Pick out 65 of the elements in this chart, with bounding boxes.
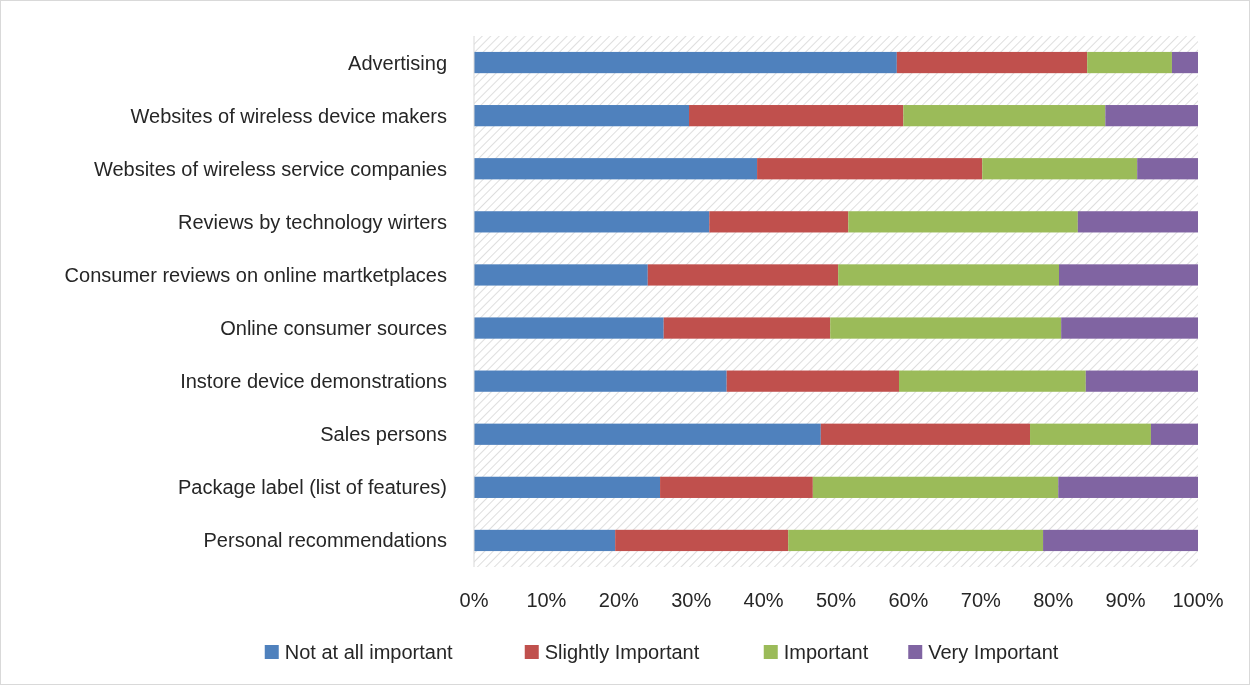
bar [820,423,1031,445]
x-tick-label: 80% [1033,589,1074,611]
bar [830,317,1062,339]
bar [1043,529,1198,552]
bar [1137,158,1198,180]
y-tick-label: Consumer reviews on online martketplaces [64,263,447,286]
bar [982,158,1138,180]
bar [474,529,616,552]
bar [788,529,1044,552]
x-tick-label: 30% [671,589,712,611]
bar [1030,423,1151,445]
bar [812,476,1059,498]
bar [660,476,813,498]
bar [474,158,758,180]
bar [896,51,1088,74]
bar [1171,51,1198,74]
x-tick-label: 90% [1105,589,1146,611]
bar [474,211,710,233]
y-tick-label: Personal recommendations [203,529,447,552]
bar [474,264,648,286]
x-tick-label: 60% [888,589,929,611]
y-tick-label: Package label (list of features) [177,476,447,499]
bar [474,370,727,392]
bar [474,51,897,74]
x-tick-label: 0% [459,589,489,611]
y-tick-label: Sales persons [320,423,447,446]
legend-label: Very Important [928,641,1059,663]
bar [1105,105,1198,127]
bar [1058,476,1198,498]
bar [615,529,789,552]
y-tick-label: Websites of wireless device makers [130,104,447,127]
y-tick-label: Online consumer sources [220,317,447,340]
x-tick-label: 20% [598,589,640,611]
bar [474,423,821,445]
bar [1058,264,1198,286]
bar [647,264,839,286]
y-tick-label: Websites of wireless service companies [93,157,447,180]
bar [848,211,1078,233]
legend-label: Slightly Important [544,641,700,663]
bar [474,317,664,339]
y-tick-label: Advertising [348,51,447,74]
bar [663,317,831,339]
x-tick-label: 50% [815,589,857,611]
bar [474,105,690,127]
x-tick-label: 100% [1172,589,1224,611]
y-tick-label: Reviews by technology wirters [178,210,447,233]
bar [726,370,899,392]
y-tick-label: Instore device demonstrations [180,370,447,393]
bar [474,476,661,498]
bar [1085,370,1198,392]
x-tick-label: 40% [743,589,784,611]
bar [1077,211,1198,233]
x-tick-label: 70% [960,589,1002,611]
legend-label: Important [783,641,869,663]
bar [903,105,1106,127]
bar [689,105,904,127]
bar [1150,423,1198,445]
bar [898,370,1086,392]
bar [838,264,1059,286]
bar [757,158,983,180]
legend-label: Not at all important [284,641,454,663]
bar [1061,317,1198,339]
bar [1087,51,1172,74]
bar [709,211,849,233]
x-tick-label: 10% [526,589,567,611]
